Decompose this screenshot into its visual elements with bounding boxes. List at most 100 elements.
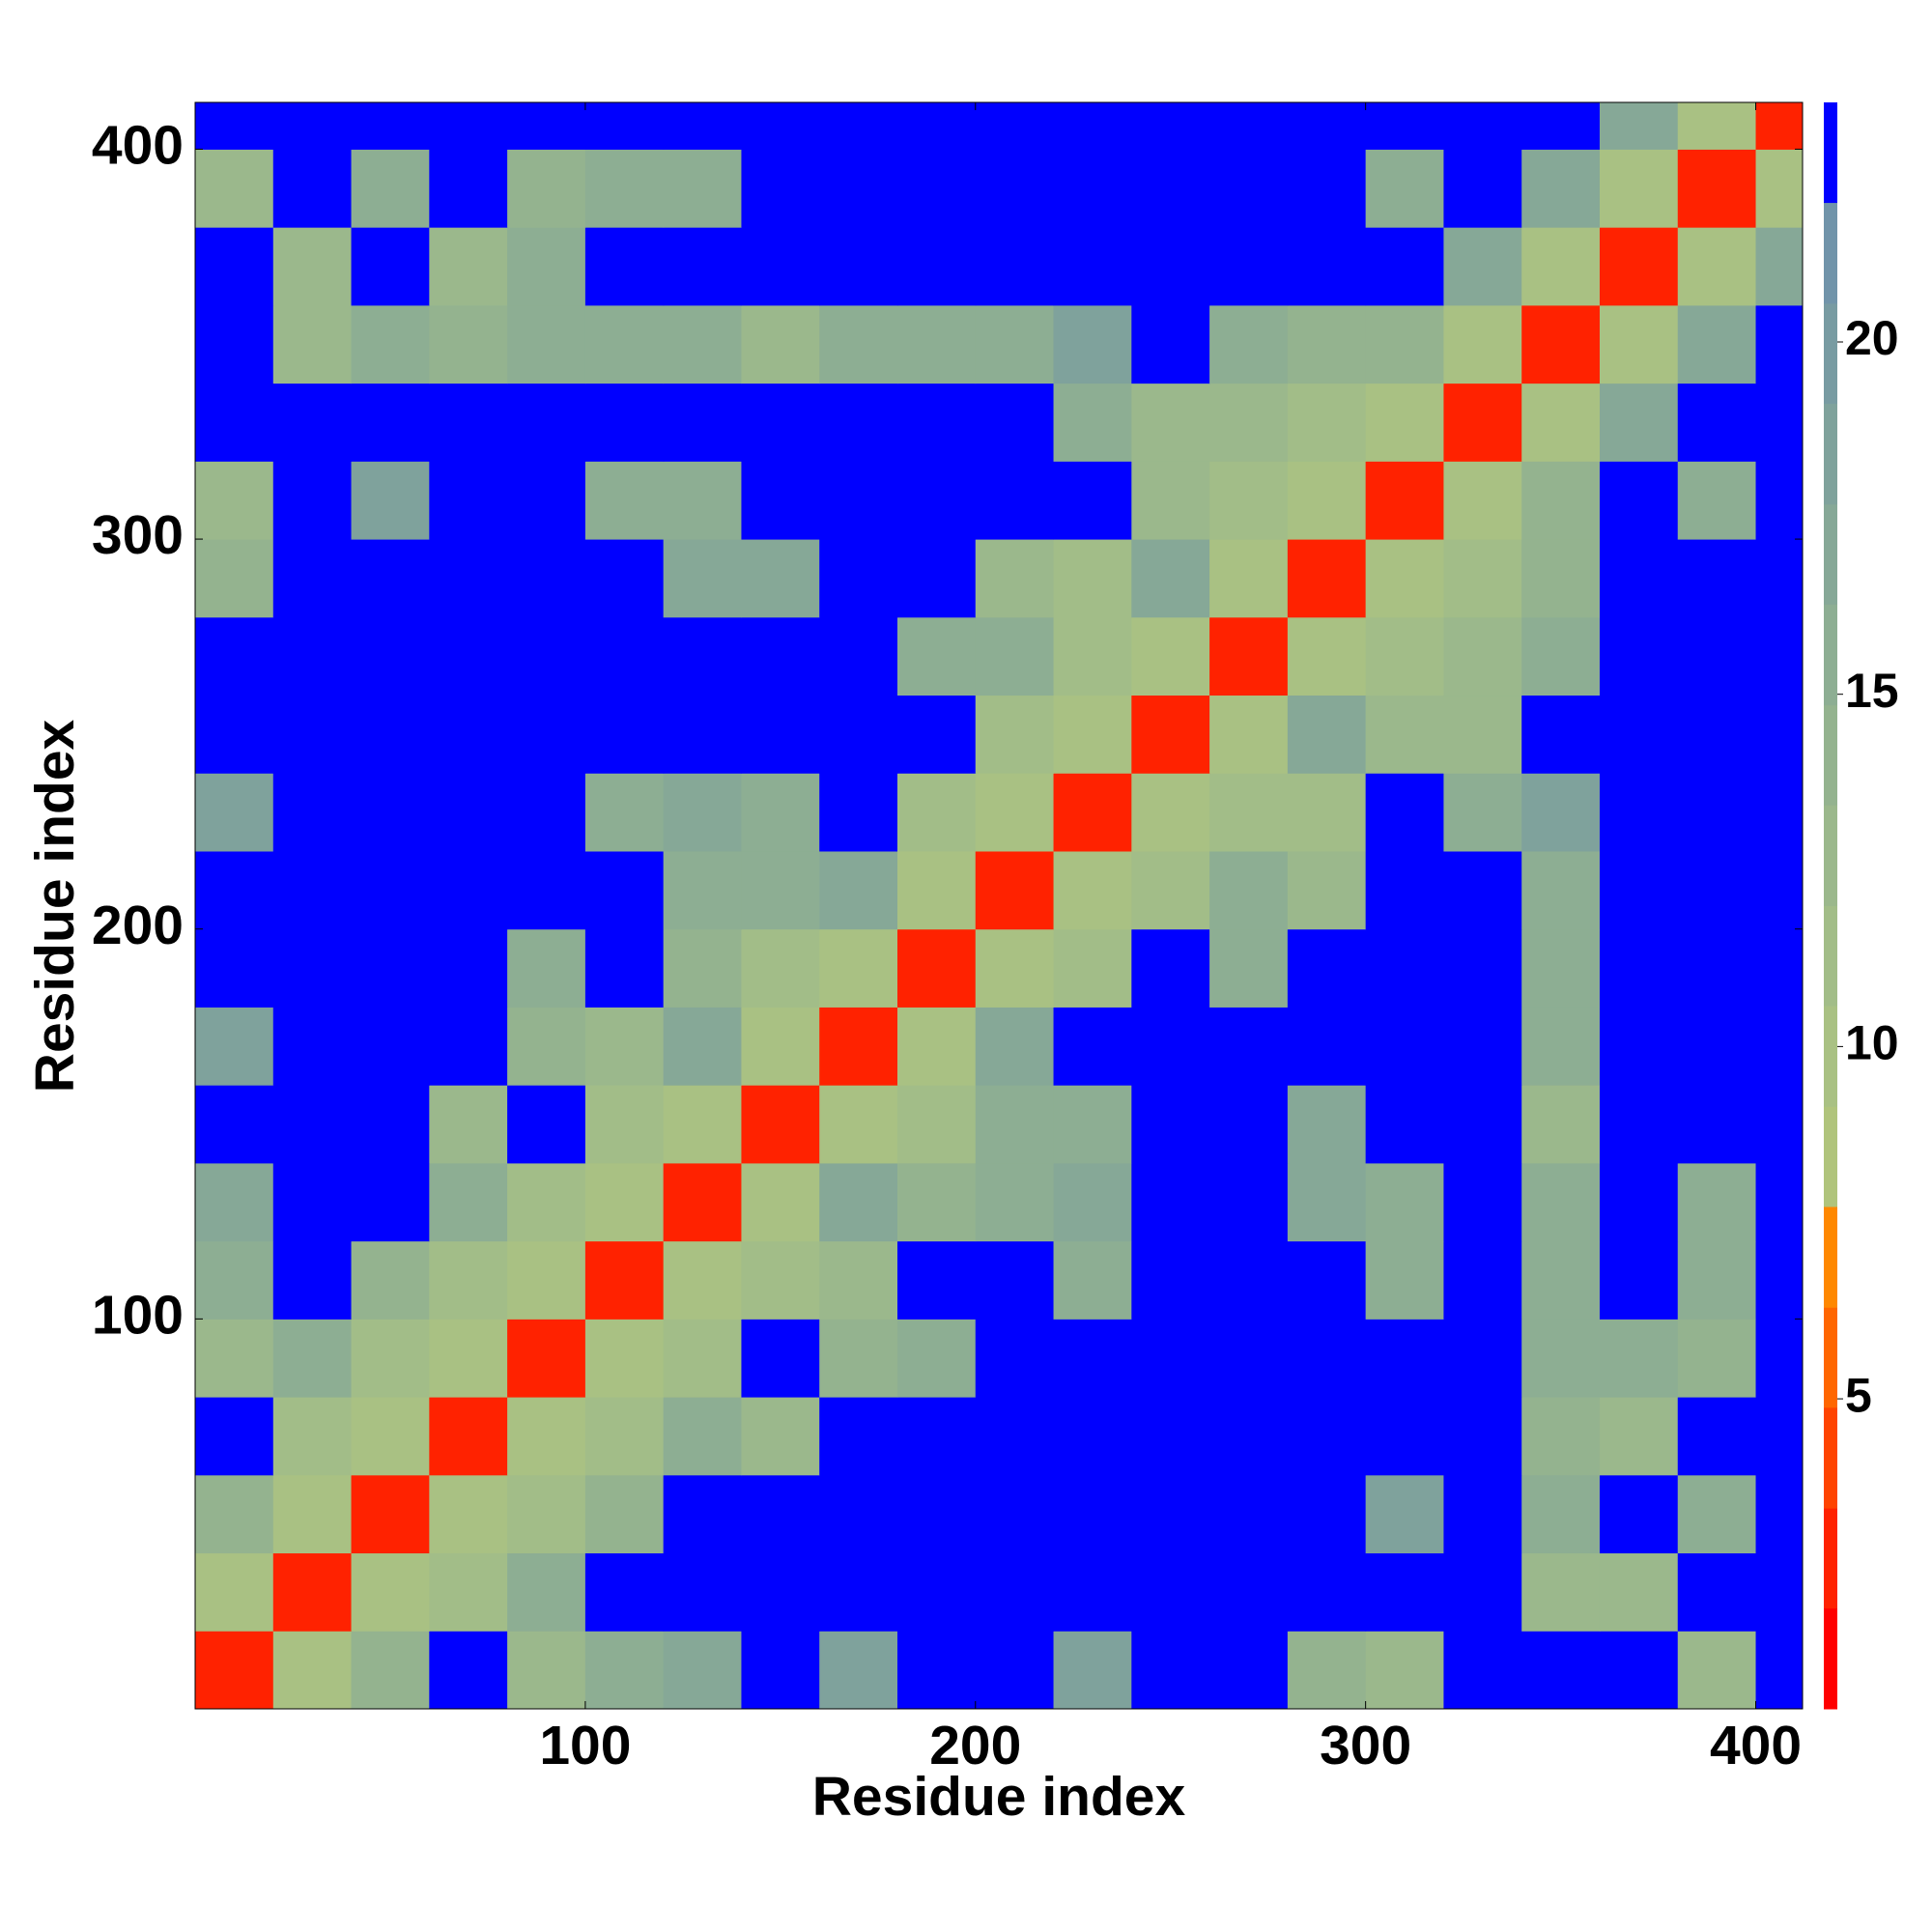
heatmap-cell — [1287, 1240, 1367, 1320]
heatmap-cell — [1677, 1552, 1757, 1632]
heatmap-cell — [1131, 539, 1210, 618]
heatmap-cell — [663, 616, 742, 696]
heatmap-cell — [1131, 616, 1210, 696]
heatmap-cell — [975, 383, 1055, 462]
heatmap-cell — [1521, 1474, 1601, 1554]
colorbar-band — [1824, 604, 1837, 706]
heatmap-cell — [507, 1397, 586, 1476]
heatmap-cell — [584, 773, 665, 852]
x-tick-label: 300 — [1320, 1715, 1411, 1776]
heatmap-cell — [1443, 227, 1522, 306]
heatmap-cell — [272, 1085, 353, 1164]
heatmap-cell — [272, 304, 353, 384]
heatmap-cell — [896, 928, 977, 1008]
heatmap-cell — [1521, 1397, 1601, 1476]
heatmap-cell — [584, 1085, 665, 1164]
heatmap-cell — [1365, 461, 1444, 540]
heatmap-cell — [1677, 1474, 1757, 1554]
heatmap-cell — [351, 1319, 430, 1398]
heatmap-cell — [741, 1319, 820, 1398]
heatmap-cell — [1755, 1240, 1803, 1320]
heatmap-cell — [584, 1319, 665, 1398]
heatmap-cell — [195, 616, 274, 696]
heatmap-cell — [429, 461, 508, 540]
heatmap-cell — [1209, 1240, 1289, 1320]
heatmap-cell — [975, 1631, 1055, 1709]
y-tick-label: 200 — [92, 895, 184, 956]
heatmap-cell — [975, 102, 1055, 150]
heatmap-cell — [1677, 773, 1757, 852]
colorbar-band — [1824, 1106, 1837, 1208]
heatmap-cell — [1053, 1552, 1132, 1632]
heatmap-cell — [195, 1162, 274, 1242]
heatmap-cell — [1521, 1085, 1601, 1164]
heatmap-cell — [1755, 539, 1803, 618]
y-tick-label: 400 — [92, 114, 184, 176]
heatmap-cell — [1755, 773, 1803, 852]
heatmap-cell — [1053, 227, 1132, 306]
heatmap-cell — [351, 1007, 430, 1086]
heatmap-cell — [1209, 227, 1289, 306]
heatmap-cell — [975, 695, 1055, 774]
heatmap-cell — [351, 304, 430, 384]
heatmap-cell — [507, 1552, 586, 1632]
heatmap-cell — [1599, 1397, 1679, 1476]
heatmap-cell — [1677, 304, 1757, 384]
heatmap-cell — [429, 1552, 508, 1632]
heatmap-cell — [584, 149, 665, 228]
heatmap-cell — [1443, 695, 1522, 774]
heatmap-cell — [1365, 227, 1444, 306]
heatmap-cell — [1443, 304, 1522, 384]
heatmap-cell — [507, 149, 586, 228]
heatmap-cell — [1677, 1162, 1757, 1242]
heatmap-cell — [272, 102, 353, 150]
heatmap-cell — [1365, 102, 1444, 150]
colorbar-band — [1824, 102, 1837, 204]
heatmap-cell — [1677, 383, 1757, 462]
heatmap-cell — [1053, 383, 1132, 462]
heatmap-cell — [272, 773, 353, 852]
colorbar-band — [1824, 805, 1837, 906]
heatmap-cell — [1677, 102, 1757, 150]
heatmap-cell — [1521, 1007, 1601, 1086]
heatmap-cell — [1209, 1162, 1289, 1242]
heatmap-cell — [1053, 773, 1132, 852]
heatmap-cell — [1755, 1085, 1803, 1164]
heatmap-cell — [741, 102, 820, 150]
heatmap-cell — [741, 850, 820, 930]
heatmap-cell — [819, 1240, 898, 1320]
heatmap-cell — [1755, 695, 1803, 774]
heatmap-cell — [819, 616, 898, 696]
heatmap-cell — [1755, 1162, 1803, 1242]
heatmap-cell — [272, 616, 353, 696]
heatmap-cell — [1677, 928, 1757, 1008]
heatmap-cell — [1365, 149, 1444, 228]
heatmap-cell — [1209, 1631, 1289, 1709]
heatmap-cell — [975, 1474, 1055, 1554]
heatmap-cell — [975, 539, 1055, 618]
heatmap-cell — [663, 1631, 742, 1709]
heatmap-cell — [195, 1085, 274, 1164]
heatmap-cell — [195, 928, 274, 1008]
heatmap-cell — [1599, 1162, 1679, 1242]
heatmap-cell — [1443, 1397, 1522, 1476]
heatmap-cell — [663, 1162, 742, 1242]
heatmap-cell — [272, 1631, 353, 1709]
heatmap-cell — [1677, 1631, 1757, 1709]
heatmap-cell — [272, 850, 353, 930]
heatmap-cell — [741, 1474, 820, 1554]
heatmap-cell — [429, 1162, 508, 1242]
heatmap-cell — [1677, 616, 1757, 696]
heatmap-cell — [1443, 616, 1522, 696]
heatmap-cell — [663, 304, 742, 384]
heatmap-cell — [195, 1007, 274, 1086]
heatmap-cell — [1287, 773, 1367, 852]
heatmap-cell — [819, 695, 898, 774]
heatmap-cell — [272, 1240, 353, 1320]
heatmap-cell — [272, 1007, 353, 1086]
heatmap-cell — [1677, 850, 1757, 930]
heatmap-cell — [1053, 149, 1132, 228]
heatmap-cell — [975, 1319, 1055, 1398]
heatmap-cell — [1131, 1552, 1210, 1632]
heatmap-cell — [272, 1474, 353, 1554]
